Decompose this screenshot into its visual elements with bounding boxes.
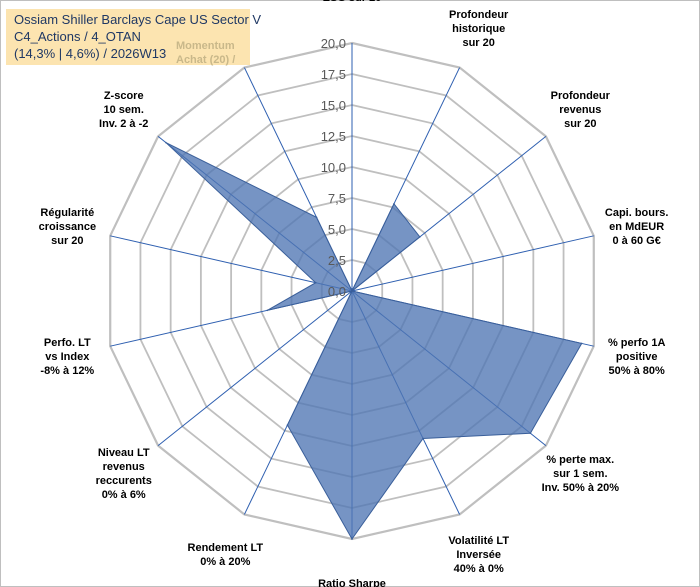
category-label-4-line-2: 50% à 80% (609, 365, 665, 377)
category-label-9-line-3: 0% à 6% (102, 489, 146, 501)
data-point-13 (315, 216, 318, 219)
category-label-1-line-0: Profondeur (449, 9, 509, 21)
tick-label-7: 17,5 (321, 67, 346, 82)
series-layer (165, 141, 583, 540)
category-label-11-line-0: Régularité (40, 207, 94, 219)
category-label-1: Profondeur historique sur 20 (449, 9, 509, 49)
category-label-7: Ratio Sharpe0 à 1 (318, 578, 386, 587)
category-label-9-line-1: revenus (103, 461, 145, 473)
data-point-7 (351, 538, 353, 540)
category-label-12-line-2: Inv. 2 à -2 (99, 118, 148, 130)
data-point-8 (286, 424, 289, 426)
tick-label-3: 7,5 (328, 191, 346, 206)
category-label-5-line-2: Inv. 50% à 20% (542, 482, 620, 494)
category-label-6-line-0: Volatilité LT (448, 535, 509, 547)
data-point-9 (351, 290, 353, 292)
series-area-0 (165, 142, 583, 540)
category-label-3-line-1: en MdEUR (609, 221, 664, 233)
category-label-2-line-1: revenus (559, 104, 601, 116)
category-label-9: Niveau LT revenus reccurents 0% à 6% (96, 447, 152, 501)
data-point-10 (266, 309, 269, 312)
category-label-4-line-1: positive (616, 351, 658, 363)
radial-axis-3 (351, 235, 594, 292)
category-label-1-line-2: sur 20 (462, 37, 494, 49)
chart-title-line-3: (14,3% | 4,6%) / 2026W13 (14, 46, 167, 61)
radial-axis-11 (110, 235, 353, 292)
category-label-8-line-1: 0% à 20% (200, 556, 250, 568)
data-point-2 (419, 236, 421, 238)
chart-title-box: Ossiam Shiller Barclays Cape US Sector V… (6, 9, 261, 65)
category-label-6: Volatilité LT Inversée 40% à 0% (448, 535, 509, 575)
category-label-5-line-1: sur 1 sem. (553, 468, 607, 480)
data-point-5 (529, 432, 532, 435)
category-label-12-line-0: Z-score (104, 90, 144, 102)
data-point-6 (422, 437, 424, 440)
category-label-11: Régularité croissance sur 20 (39, 207, 96, 247)
category-label-10: Perfo. LT vs Index -8% à 12% (40, 337, 94, 377)
category-label-3-line-2: 0 à 60 G€ (613, 235, 661, 247)
chart-title-line-1: Ossiam Shiller Barclays Cape US Sector V (14, 12, 262, 27)
data-point-4 (580, 342, 583, 345)
tick-label-6: 15,0 (321, 98, 346, 113)
category-label-5: % perte max. sur 1 sem. Inv. 50% à 20% (542, 454, 620, 494)
category-label-0-line-1: ESG sur 20 (323, 0, 382, 4)
category-label-3: Capi. bours. en MdEUR 0 à 60 G€ (605, 207, 669, 247)
tick-label-1: 2,5 (328, 253, 346, 268)
category-label-6-line-1: Inversée (456, 549, 501, 561)
tick-label-8: 20,0 (321, 36, 346, 51)
category-label-5-line-0: % perte max. (546, 454, 614, 466)
category-label-8: Rendement LT 0% à 20% (188, 542, 264, 568)
category-label-8-line-0: Rendement LT (188, 542, 264, 554)
category-label-4: % perfo 1A positive 50% à 80% (608, 337, 666, 377)
tick-label-2: 5,0 (328, 222, 346, 237)
tick-label-5: 12,5 (321, 129, 346, 144)
data-point-11 (314, 281, 317, 284)
category-label-9-line-2: reccurents (96, 475, 152, 487)
chart-title-line-2: C4_Actions / 4_OTAN (14, 29, 141, 44)
category-label-1-line-1: historique (452, 23, 505, 35)
category-label-3-line-0: Capi. bours. (605, 207, 669, 219)
tick-label-0: 0,0 (328, 284, 346, 299)
category-label-10-line-1: vs Index (45, 351, 90, 363)
category-label-10-line-2: -8% à 12% (40, 365, 94, 377)
category-label-2: Profondeur revenus sur 20 (551, 90, 611, 130)
data-point-12 (165, 141, 167, 144)
data-point-1 (393, 203, 395, 205)
category-label-4-line-0: % perfo 1A (608, 337, 666, 349)
radial-axis-9 (157, 290, 353, 447)
category-label-6-line-2: 40% à 0% (454, 563, 504, 575)
category-label-7-line-0: Ratio Sharpe (318, 578, 386, 587)
category-label-12-line-1: 10 sem. (104, 104, 144, 116)
category-label-9-line-0: Niveau LT (98, 447, 150, 459)
category-label-12: Z-score 10 sem. Inv. 2 à -2 (99, 90, 148, 130)
category-label-2-line-0: Profondeur (551, 90, 611, 102)
category-label-10-line-0: Perfo. LT (44, 337, 91, 349)
tick-label-4: 10,0 (321, 160, 346, 175)
category-label-11-line-1: croissance (39, 221, 96, 233)
category-label-2-line-2: sur 20 (564, 118, 596, 130)
category-label-11-line-2: sur 20 (51, 235, 83, 247)
category-label-0: NoteESG sur 20 (323, 0, 382, 4)
tick-layer: 0,0 2,5 5,0 7,5 10,0 12,5 15,0 17,5 20,0 (321, 36, 346, 299)
